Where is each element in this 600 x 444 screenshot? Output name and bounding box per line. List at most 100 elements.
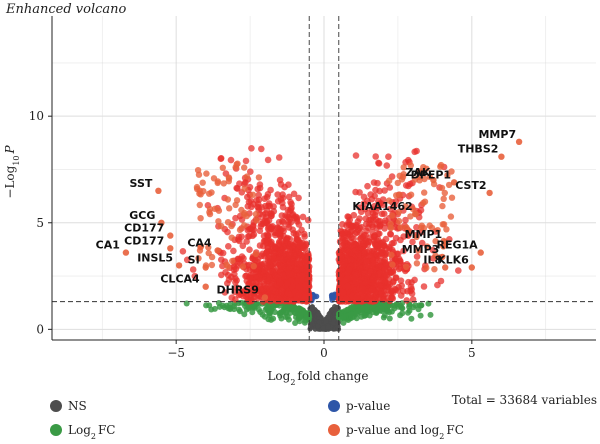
- point-both: [280, 243, 287, 250]
- point-ns: [325, 314, 331, 320]
- point-both-outlier: [400, 164, 407, 171]
- point-both-outlier: [441, 189, 448, 197]
- point-both-outlier: [229, 257, 236, 265]
- point-both-outlier: [448, 168, 455, 175]
- point-both-outlier: [252, 211, 260, 218]
- point-both: [248, 145, 255, 152]
- point-both: [364, 209, 372, 217]
- point-both-outlier: [218, 222, 225, 230]
- point-both: [221, 289, 229, 296]
- point-both: [388, 268, 396, 276]
- point-both-outlier: [437, 161, 445, 169]
- point-ns: [323, 319, 329, 325]
- point-both: [384, 283, 392, 290]
- gene-label: ZAK: [405, 166, 430, 179]
- point-both: [413, 224, 420, 231]
- point-both-outlier: [418, 222, 425, 229]
- point-log2fc: [405, 309, 411, 316]
- point-both-outlier: [424, 243, 431, 250]
- point-both: [364, 197, 371, 205]
- point-log2fc: [417, 312, 424, 319]
- point-both-outlier: [432, 252, 439, 259]
- point-both: [285, 221, 292, 228]
- point-both-outlier: [199, 179, 206, 186]
- point-log2fc: [340, 319, 347, 326]
- point-both: [235, 255, 242, 263]
- legend-both-sub: 2: [439, 432, 444, 441]
- point-both: [383, 245, 390, 252]
- gene-label: CLCA4: [160, 273, 200, 286]
- labeled-gene-point: [202, 283, 209, 290]
- point-both-outlier: [407, 213, 414, 220]
- point-both: [339, 221, 346, 228]
- point-both-outlier: [416, 169, 424, 176]
- point-both: [280, 256, 287, 264]
- point-both: [280, 227, 288, 235]
- point-both-outlier: [413, 233, 420, 241]
- point-both: [362, 231, 369, 239]
- x-tick-label: 5: [468, 346, 476, 360]
- point-both: [240, 255, 247, 262]
- point-both-outlier: [224, 196, 232, 203]
- point-both: [295, 236, 302, 243]
- point-both: [387, 205, 394, 213]
- point-both: [256, 181, 264, 188]
- point-both-outlier: [423, 264, 430, 272]
- point-both: [345, 221, 353, 229]
- point-both: [341, 233, 348, 241]
- point-both: [295, 194, 302, 202]
- labeled-gene-point: [515, 138, 523, 145]
- point-both: [350, 211, 358, 219]
- point-both-outlier: [445, 181, 453, 189]
- labeled-gene-point: [261, 294, 269, 301]
- point-ns: [315, 323, 321, 329]
- labeled-gene-point: [167, 245, 174, 252]
- point-both: [354, 218, 362, 225]
- point-log2fc: [344, 306, 351, 313]
- point-both-outlier: [241, 209, 248, 217]
- point-both-outlier: [208, 261, 216, 269]
- point-both: [245, 298, 253, 305]
- point-both: [368, 286, 376, 293]
- labeled-gene-point: [122, 249, 130, 256]
- axes: −5 0 5 0 5 10: [29, 16, 596, 360]
- point-both-outlier: [423, 165, 430, 172]
- point-both: [233, 284, 240, 291]
- point-both: [342, 295, 350, 303]
- point-both: [418, 239, 426, 247]
- point-both: [279, 191, 286, 198]
- data-points: [179, 145, 462, 332]
- point-both: [372, 186, 379, 194]
- point-both: [345, 213, 353, 221]
- y-axis-label-var: P: [3, 144, 17, 154]
- point-both-outlier: [253, 217, 260, 224]
- point-both-outlier: [407, 162, 414, 169]
- point-both: [287, 198, 294, 206]
- point-log2fc: [338, 315, 344, 322]
- point-both-outlier: [421, 175, 428, 183]
- point-both-outlier: [203, 170, 210, 177]
- point-both: [372, 153, 380, 160]
- point-both-outlier: [243, 173, 251, 180]
- point-both-outlier: [407, 191, 415, 198]
- point-both: [359, 240, 367, 247]
- point-both: [389, 289, 397, 297]
- gene-label: CD177: [124, 222, 164, 235]
- point-ns: [309, 307, 315, 313]
- legend-dot-pvalue: [328, 400, 340, 412]
- point-both: [279, 203, 287, 211]
- point-both: [247, 275, 254, 282]
- point-both: [363, 258, 370, 265]
- point-both: [389, 295, 397, 302]
- point-both: [291, 252, 298, 259]
- point-both: [256, 242, 264, 249]
- labeled-gene-point: [498, 153, 505, 160]
- point-both: [222, 269, 229, 276]
- point-both: [284, 280, 291, 287]
- point-both-outlier: [438, 184, 446, 192]
- point-both: [356, 257, 364, 264]
- legend: NS p-value Log2 FC p-value and log2 FC: [50, 399, 464, 441]
- point-both-outlier: [252, 250, 260, 258]
- x-tick-label: 0: [320, 346, 328, 360]
- point-both: [293, 215, 301, 223]
